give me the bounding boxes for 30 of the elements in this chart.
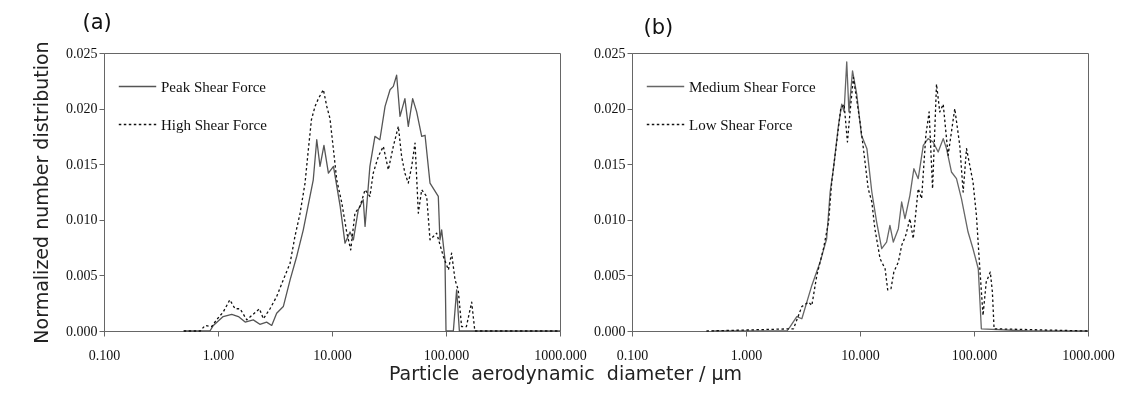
chart-title: (b) — [643, 15, 674, 39]
x-tick-label: 100.000 — [951, 347, 998, 363]
x-tick-label: 0.100 — [88, 347, 121, 363]
legend-label: Peak Shear Force — [161, 78, 267, 95]
y-tick-label: 0.000 — [66, 323, 98, 339]
y-tick-label: 0.005 — [594, 267, 626, 283]
y-tick-label: 0.015 — [594, 156, 626, 172]
x-tick-label: 0.100 — [616, 347, 649, 363]
y-axis-title: Normalized number distribution — [30, 41, 52, 344]
y-tick-label: 0.010 — [594, 212, 626, 228]
x-tick-label: 1.000 — [730, 347, 763, 363]
legend-label: High Shear Force — [161, 116, 268, 133]
y-tick-label: 0.020 — [594, 101, 626, 117]
x-tick-label: 100.000 — [423, 347, 470, 363]
y-tick-label: 0.000 — [594, 323, 626, 339]
y-tick-label: 0.025 — [594, 45, 626, 61]
y-tick-label: 0.020 — [66, 101, 98, 117]
legend-label: Medium Shear Force — [689, 78, 816, 95]
y-tick-label: 0.005 — [66, 267, 98, 283]
x-tick-label: 10.000 — [841, 347, 880, 363]
y-tick-label: 0.015 — [66, 156, 98, 172]
legend-label: Low Shear Force — [689, 116, 793, 133]
x-tick-label: 10.000 — [313, 347, 352, 363]
x-tick-label: 1000.000 — [534, 347, 587, 363]
x-axis-title: Particle aerodynamic diameter / µm — [387, 362, 744, 384]
x-tick-label: 1000.000 — [1062, 347, 1115, 363]
y-tick-label: 0.025 — [66, 45, 98, 61]
x-tick-label: 1.000 — [202, 347, 235, 363]
chart-title: (a) — [82, 9, 112, 34]
y-tick-label: 0.010 — [66, 212, 98, 228]
